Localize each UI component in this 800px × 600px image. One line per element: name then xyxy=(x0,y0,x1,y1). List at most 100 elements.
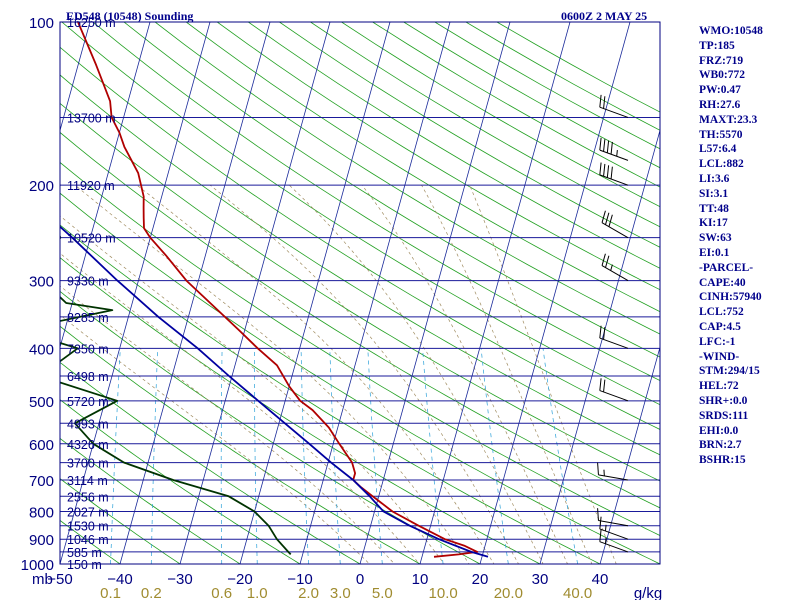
dry-adiabat xyxy=(60,74,660,456)
index-item: SW:63 xyxy=(699,232,732,245)
parcel-trace xyxy=(60,225,489,558)
height-label: 9330 m xyxy=(67,275,109,289)
index-item: LCL:752 xyxy=(699,306,744,319)
moist-adiabat xyxy=(361,184,568,564)
dry-adiabat xyxy=(61,22,660,406)
index-item: BSHR:15 xyxy=(699,454,746,467)
pressure-tick-label: 1000 xyxy=(21,557,54,574)
pressure-tick-label: 100 xyxy=(29,15,54,32)
index-item: MAXT:23.3 xyxy=(699,113,758,126)
height-label: 11920 m xyxy=(67,179,115,193)
moist-adiabat xyxy=(60,314,370,564)
temperature-tick-label: −50 xyxy=(47,571,72,588)
mixing-ratio-label: 0.1 xyxy=(100,585,121,600)
temperature-tick-label: 20 xyxy=(472,571,489,588)
height-label: 10520 m xyxy=(67,232,116,246)
isotherm xyxy=(60,22,151,349)
temperature-tick-label: 10 xyxy=(412,571,429,588)
index-item: EHI:0.0 xyxy=(699,424,739,437)
mixing-ratio-label: 0.2 xyxy=(141,585,162,600)
mixing-ratio-label: 20.0 xyxy=(494,585,523,600)
dry-adiabat xyxy=(92,22,660,382)
index-item: EI:0.1 xyxy=(699,246,730,259)
index-item: CAPE:40 xyxy=(699,276,746,289)
pressure-tick-label: 500 xyxy=(29,394,54,411)
mixing-ratio-line xyxy=(300,348,309,564)
moist-adiabat xyxy=(469,185,617,564)
height-label: 4326 m xyxy=(67,438,109,452)
sounding-time: 0600Z 2 MAY 25 xyxy=(561,9,648,23)
isotherm xyxy=(0,22,30,564)
mixing-ratio-line xyxy=(220,348,223,564)
index-item: SI:3.1 xyxy=(699,187,729,200)
height-label: 13700 m xyxy=(67,111,116,125)
station-title: ED548 (10548) Sounding xyxy=(66,9,194,23)
index-item: SHR+:0.0 xyxy=(699,394,748,407)
temperature-tick-label: −20 xyxy=(227,571,252,588)
pressure-tick-label: 300 xyxy=(29,274,54,291)
index-item: CINH:57940 xyxy=(699,291,762,304)
wind-barb xyxy=(599,529,629,553)
height-label: 4993 m xyxy=(67,417,109,431)
dewpoint-trace xyxy=(60,234,292,556)
mixing-ratio-label: 2.0 xyxy=(298,585,319,600)
height-label: 1046 m xyxy=(67,533,109,547)
isotherm xyxy=(299,22,451,564)
dry-adiabat xyxy=(60,399,301,564)
index-item: TP:185 xyxy=(699,39,735,52)
index-item: LFC:-1 xyxy=(699,335,736,348)
dry-adiabat xyxy=(60,478,181,564)
dry-adiabat xyxy=(154,22,660,335)
grid-lines xyxy=(0,22,660,564)
mixing-ratio-label: 0.6 xyxy=(211,585,232,600)
isotherm xyxy=(419,22,571,564)
pressure-tick-label: 800 xyxy=(29,504,54,521)
index-item: WMO:10548 xyxy=(699,25,763,37)
wind-barb xyxy=(599,162,629,186)
height-label: 2556 m xyxy=(67,490,109,504)
index-item: BRN:2.7 xyxy=(699,439,742,452)
pressure-unit-label: mb xyxy=(32,571,53,588)
temperature-tick-label: −30 xyxy=(167,571,192,588)
isotherm xyxy=(539,128,660,564)
isotherm xyxy=(119,22,271,564)
index-item: PW:0.47 xyxy=(699,84,741,97)
index-item: TH:5570 xyxy=(699,128,743,141)
pressure-tick-label: 900 xyxy=(29,532,54,549)
dry-adiabat xyxy=(60,563,61,564)
mixing-ratio-label: 3.0 xyxy=(330,585,351,600)
dry-adiabat xyxy=(60,257,541,564)
pressure-tick-label: 600 xyxy=(29,437,54,454)
height-label: 1530 m xyxy=(67,520,109,534)
dry-adiabat xyxy=(185,22,660,313)
dry-adiabat xyxy=(279,22,660,248)
height-label: 6498 m xyxy=(67,370,109,384)
mixing-ratio-label: 40.0 xyxy=(563,585,592,600)
height-label: 5720 m xyxy=(67,395,109,409)
height-label: 3700 m xyxy=(67,457,109,471)
isotherm xyxy=(239,22,391,564)
dry-adiabat xyxy=(60,192,660,564)
temperature-tick-label: −10 xyxy=(287,571,312,588)
index-item: LCL:882 xyxy=(699,158,744,171)
isotherm xyxy=(60,22,91,132)
pressure-tick-label: 200 xyxy=(29,178,54,195)
index-item: RH:27.6 xyxy=(699,98,741,111)
temperature-tick-label: −40 xyxy=(107,571,132,588)
height-label: 8285 m xyxy=(67,311,109,325)
index-item: -PARCEL- xyxy=(699,261,754,274)
moist-adiabat xyxy=(289,184,544,564)
mixing-ratio-label: 1.0 xyxy=(247,585,268,600)
dry-adiabat xyxy=(60,361,361,564)
temperature-trace xyxy=(77,22,479,558)
index-item: KI:17 xyxy=(699,217,728,230)
index-item: L57:6.4 xyxy=(699,143,737,156)
index-item: STM:294/15 xyxy=(699,365,760,378)
index-item: HEL:72 xyxy=(699,380,739,393)
moist-adiabat xyxy=(60,285,395,564)
isotherm xyxy=(60,22,211,564)
dry-adiabat xyxy=(60,102,660,482)
moist-adiabat xyxy=(209,184,519,564)
dry-adiabat xyxy=(60,437,241,564)
index-list: WMO:10548 TP:185 FRZ:719 WB0:772 PW:0.47 RH:2… xyxy=(699,24,763,468)
